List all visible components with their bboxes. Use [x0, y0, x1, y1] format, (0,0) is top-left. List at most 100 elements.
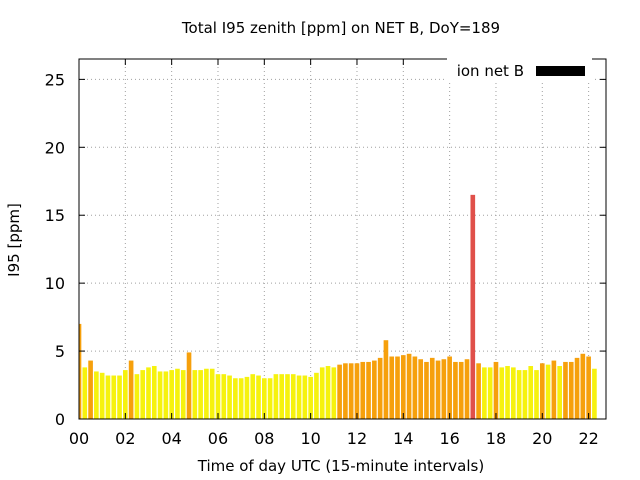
bar	[285, 374, 290, 419]
bar	[453, 361, 458, 419]
bar	[331, 367, 337, 419]
y-tick-label: 15	[45, 206, 65, 225]
bar	[557, 366, 562, 419]
bar	[140, 370, 146, 419]
x-tick-label: 20	[532, 429, 552, 448]
bar	[366, 361, 371, 419]
bar	[146, 367, 151, 419]
y-tick-label: 20	[45, 138, 65, 157]
bar	[314, 372, 319, 419]
bar	[128, 360, 134, 419]
y-tick-label: 5	[55, 342, 65, 361]
bar	[105, 375, 111, 419]
bar	[389, 356, 395, 419]
bar	[221, 374, 227, 419]
bar	[204, 368, 209, 419]
bar	[88, 360, 93, 419]
bar	[377, 357, 383, 419]
y-tick-label: 25	[45, 70, 65, 89]
bar	[505, 366, 510, 419]
bar	[186, 352, 192, 419]
plot-frame	[78, 58, 607, 420]
bar	[151, 366, 157, 419]
bar	[233, 378, 238, 419]
bar	[395, 356, 400, 419]
bar	[592, 368, 597, 419]
bar	[290, 374, 296, 419]
bar	[273, 374, 279, 419]
bar	[192, 370, 198, 419]
bar	[180, 370, 186, 419]
bar	[319, 367, 325, 419]
bar	[198, 370, 203, 419]
bar	[111, 375, 117, 419]
bar	[516, 370, 522, 419]
bar	[400, 355, 406, 419]
bar	[250, 374, 256, 419]
bar	[482, 367, 487, 419]
bar	[262, 378, 267, 419]
bar	[568, 361, 574, 419]
y-tick-label: 10	[45, 274, 65, 293]
bar	[79, 323, 82, 419]
y-axis-label: I95 [ppm]	[5, 203, 23, 277]
bar	[511, 367, 516, 419]
bar	[244, 376, 250, 419]
bar	[586, 356, 591, 419]
y-tick-label: 0	[55, 410, 65, 429]
bar	[267, 378, 273, 419]
bar	[175, 368, 180, 419]
bar	[372, 360, 377, 419]
bar	[123, 370, 128, 419]
bar	[296, 375, 302, 419]
axis-ticks	[78, 59, 606, 420]
legend-label-ion-net-b: ion net B	[457, 62, 524, 80]
bar	[545, 364, 551, 419]
bar	[163, 371, 169, 419]
bar	[337, 364, 342, 419]
x-tick-label: 12	[347, 429, 367, 448]
x-tick-label: 10	[300, 429, 320, 448]
bar	[169, 370, 174, 419]
bar	[383, 340, 389, 419]
bar	[325, 366, 331, 419]
bar	[354, 363, 360, 419]
x-tick-label: 14	[393, 429, 413, 448]
bar	[343, 363, 348, 419]
bar	[447, 356, 452, 419]
x-tick-label: 04	[161, 429, 181, 448]
axis-tick-labels: 00 02 04 06 08 10 12 14 16 18 20 22 0 5 10 15 20 25	[45, 70, 599, 448]
bar	[493, 361, 499, 419]
legend: ion net B	[447, 58, 592, 82]
bar	[563, 361, 568, 419]
bar	[551, 360, 557, 419]
bar	[215, 374, 221, 419]
bar	[302, 375, 308, 419]
x-tick-label: 18	[486, 429, 506, 448]
x-tick-label: 16	[439, 429, 459, 448]
bar	[256, 375, 261, 419]
bar	[134, 374, 140, 419]
bar	[580, 353, 586, 419]
bar	[209, 368, 215, 419]
x-tick-label: 08	[254, 429, 274, 448]
bar	[308, 376, 313, 419]
bar	[360, 361, 366, 419]
bar	[348, 363, 354, 419]
bar	[82, 367, 88, 419]
chart-title: Total I95 zenith [ppm] on NET B, DoY=189	[181, 19, 500, 37]
bar	[238, 378, 244, 419]
x-tick-label: 06	[208, 429, 228, 448]
bar-series	[79, 194, 597, 419]
bar	[522, 370, 528, 419]
bar	[406, 353, 412, 419]
bar	[94, 371, 99, 419]
bar	[429, 357, 435, 419]
bar	[435, 360, 441, 419]
bar	[458, 361, 464, 419]
bar	[99, 372, 105, 419]
x-tick-label: 22	[578, 429, 598, 448]
x-tick-label: 00	[69, 429, 89, 448]
bar	[534, 370, 539, 419]
